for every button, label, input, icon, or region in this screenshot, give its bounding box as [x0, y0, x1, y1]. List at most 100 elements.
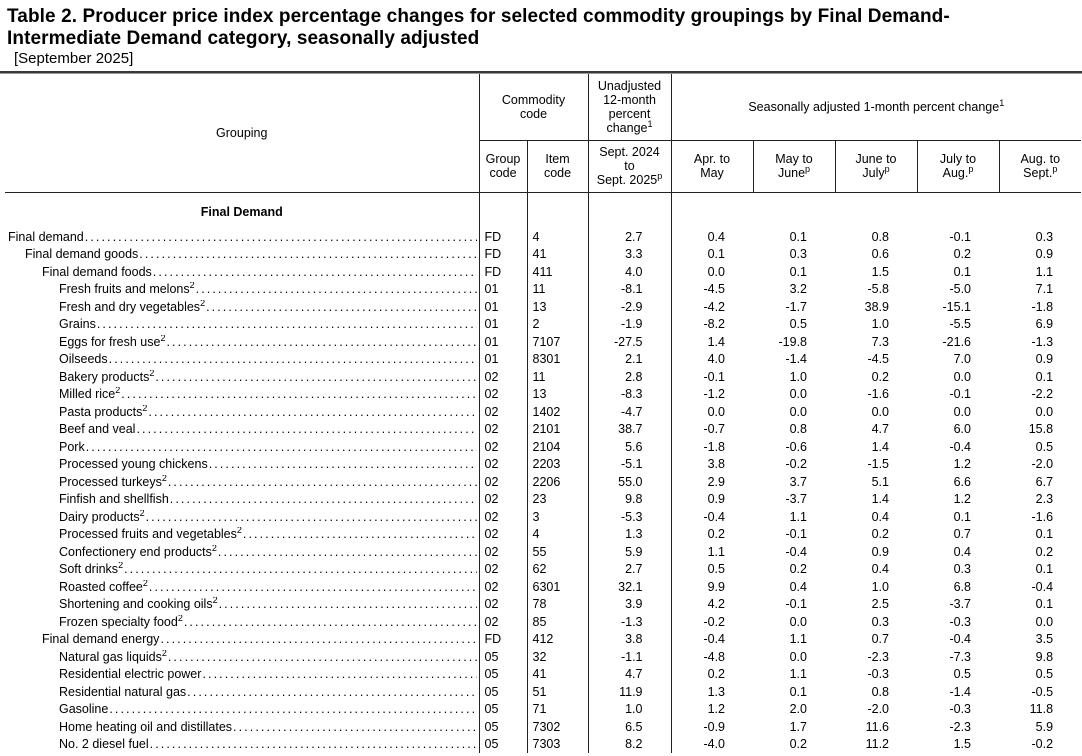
title-rule [0, 71, 1082, 74]
commodity-code-header: Commodity code [479, 74, 589, 141]
monthly-change-cell: 0.8 [871, 229, 889, 244]
grouping-label: Fresh fruits and melons2 [59, 282, 195, 296]
monthly-change-cell: -2.0 [867, 702, 889, 717]
table-row: Oilseeds................................… [5, 350, 1081, 368]
monthly-change-cell: 2.3 [1035, 492, 1054, 507]
12-month-change-cell: 3.8 [588, 630, 672, 648]
monthly-change-cell: 6.9 [1035, 317, 1054, 332]
dot-leader: ........................................… [218, 597, 477, 612]
monthly-change-cell: -1.3 [1031, 334, 1054, 349]
12-month-change-cell: -8.1 [588, 280, 672, 298]
grouping-cell: Final demand............................… [5, 228, 480, 246]
dot-leader: ........................................… [202, 667, 476, 682]
monthly-change-cell: 2.9 [707, 474, 725, 489]
item-code-cell: 3 [527, 508, 589, 526]
table-title: Table 2. Producer price index percentage… [7, 6, 950, 49]
grouping-cell: Fresh and dry vegetables2...............… [5, 298, 480, 316]
group-code-cell: 02 [479, 455, 528, 473]
monthly-change-cell: 0.2 [707, 527, 725, 542]
group-code-cell: 01 [479, 280, 528, 298]
12-month-change-cell: 32.1 [588, 578, 672, 596]
dot-leader: ........................................… [187, 684, 477, 699]
grouping-label: Dairy products2 [59, 510, 145, 524]
dot-leader: ........................................… [121, 387, 476, 402]
monthly-change-cell: 0.1 [1035, 527, 1054, 542]
group-code-cell: 05 [479, 735, 528, 753]
footnote-sup: 2 [142, 404, 148, 413]
grouping-label: Processed turkeys2 [59, 475, 167, 489]
group-code-cell: 02 [479, 578, 528, 596]
table-row: Soft drinks2............................… [5, 560, 1081, 578]
group-code-cell: 01 [479, 333, 528, 351]
monthly-change-cell: 1.0 [789, 369, 807, 384]
monthly-change-cell: -0.4 [949, 439, 971, 454]
item-code-cell: 411 [527, 263, 589, 281]
grouping-cell: Processed turkeys2......................… [5, 473, 480, 491]
monthly-change-cell: 0.2 [789, 737, 807, 752]
monthly-change-cell: -1.4 [949, 684, 971, 699]
monthly-change-cell: 11.2 [865, 737, 889, 752]
group-code-cell: 02 [479, 368, 528, 386]
item-code-cell: 32 [527, 648, 589, 666]
monthly-change-cell: -0.3 [867, 667, 889, 682]
12-month-change-cell: -5.3 [588, 508, 672, 526]
12-month-change-cell: 3.3 [588, 245, 672, 263]
grouping-cell: No. 2 diesel fuel.......................… [5, 735, 480, 753]
item-code-cell: 41 [527, 665, 589, 683]
monthly-change-cell: 0.0 [1035, 614, 1054, 629]
monthly-change-cell: 1.4 [871, 439, 889, 454]
monthly-change-cell: -2.0 [1031, 457, 1054, 472]
grouping-label: Grains [59, 317, 96, 332]
monthly-change-cell: 9.9 [707, 579, 725, 594]
group-code-cell: 02 [479, 508, 528, 526]
group-code-cell: 05 [479, 700, 528, 718]
monthly-change-cell: 1.1 [789, 667, 807, 682]
monthly-change-cell [999, 192, 1081, 228]
monthly-change-cell: -5.8 [867, 282, 889, 297]
monthly-change-cell: -0.4 [949, 632, 971, 647]
table-row: Confectionery end products2.............… [5, 543, 1081, 561]
12-month-change-cell: 4.0 [588, 263, 672, 281]
monthly-change-cell: 0.0 [789, 404, 807, 419]
month-header-june-july: June to Julyp [835, 140, 918, 193]
item-code-cell: 78 [527, 595, 589, 613]
grouping-cell: Gasoline................................… [5, 700, 480, 718]
grouping-cell: Dairy products2.........................… [5, 508, 480, 526]
monthly-change-cell: 0.8 [871, 684, 889, 699]
grouping-label: Confectionery end products2 [59, 545, 217, 559]
monthly-change-cell: -0.2 [785, 457, 807, 472]
dot-leader: ........................................… [208, 457, 477, 472]
monthly-change-cell: 9.8 [1035, 649, 1054, 664]
grouping-cell: Pasta products2.........................… [5, 403, 480, 421]
grouping-cell: Processed fruits and vegetables2........… [5, 525, 480, 543]
monthly-change-cell: -1.2 [703, 387, 725, 402]
monthly-change-cell: 1.0 [871, 317, 889, 332]
item-code-cell: 13 [527, 298, 589, 316]
monthly-change-cell: -1.6 [1031, 509, 1054, 524]
monthly-change-cell: 11.8 [1029, 702, 1054, 717]
monthly-change-cell: 0.1 [707, 247, 725, 262]
footnote-sup: 2 [189, 282, 195, 291]
item-code-cell: 85 [527, 613, 589, 631]
monthly-change-cell: 0.1 [953, 264, 971, 279]
unadjusted-period-header: Sept. 2024 to Sept. 2025p [588, 140, 672, 193]
monthly-change-cell: -0.1 [785, 527, 807, 542]
monthly-change-cell: -5.5 [949, 317, 971, 332]
monthly-change-cell: 0.0 [789, 649, 807, 664]
preliminary-sup: p [657, 170, 663, 181]
dot-leader: ........................................… [145, 509, 477, 524]
monthly-change-cell: 0.3 [789, 247, 807, 262]
monthly-change-cell: 7.0 [953, 352, 971, 367]
monthly-change-cell: 4.2 [707, 597, 725, 612]
table-row: Final demand goods......................… [5, 245, 1081, 263]
dot-leader: ........................................… [160, 632, 477, 647]
footnote-sup: 2 [236, 527, 242, 536]
grouping-cell: Final demand energy.....................… [5, 630, 480, 648]
monthly-change-cell: 7.3 [871, 334, 889, 349]
monthly-change-cell: 3.5 [1035, 632, 1054, 647]
monthly-change-cell: -0.5 [1031, 684, 1054, 699]
dot-leader: ........................................… [108, 352, 477, 367]
grouping-cell: Natural gas liquids2....................… [5, 648, 480, 666]
monthly-change-cell: 0.1 [789, 264, 807, 279]
table-row: Fresh fruits and melons2................… [5, 280, 1081, 298]
